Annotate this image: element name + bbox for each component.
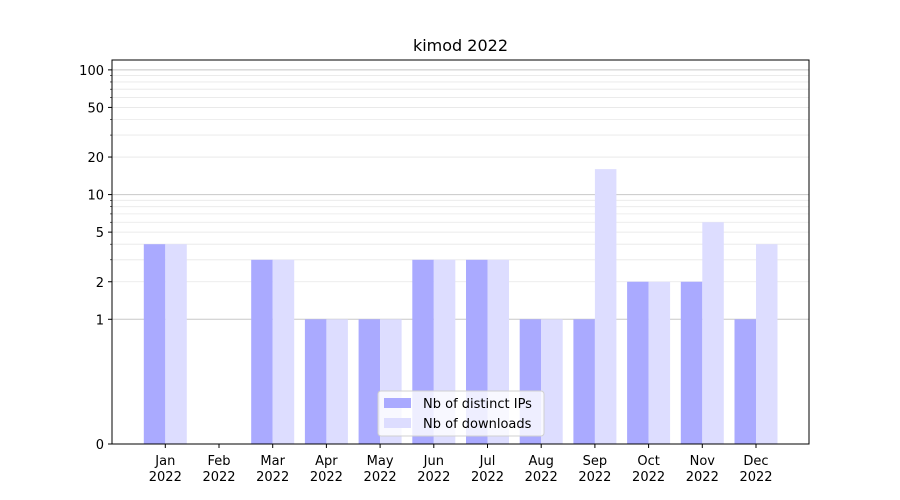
x-tick-label: Nov 2022 [686, 454, 719, 485]
bar-downloads [648, 281, 671, 444]
x-tick-label: Aug 2022 [525, 454, 558, 485]
x-tick-label: Jan 2022 [149, 454, 182, 485]
x-tick-label: Feb 2022 [202, 454, 235, 485]
legend-label: Nb of downloads [423, 417, 532, 432]
y-tick-label: 50 [87, 101, 104, 116]
x-tick-label: Jun 2022 [417, 454, 450, 485]
x-tick-label: Oct 2022 [632, 454, 665, 485]
x-tick-label: Jul 2022 [471, 454, 504, 485]
y-tick-label: 10 [87, 189, 104, 204]
x-tick-label: Apr 2022 [310, 454, 343, 485]
bar-distinct-ips [304, 319, 327, 444]
y-tick-label: 1 [96, 313, 104, 328]
bar-distinct-ips [680, 281, 703, 444]
y-tick-label: 0 [96, 438, 104, 453]
bar-distinct-ips [358, 319, 381, 444]
y-axis: 0 1 2 5 10 20 50 100 [79, 64, 112, 453]
bar-downloads [702, 222, 724, 444]
x-tick-label: May 2022 [364, 454, 397, 485]
x-axis: Jan 2022 Feb 2022 Mar 2022 Apr 2022 May 2022 Jun 20… [149, 444, 773, 485]
legend-swatch [384, 398, 411, 408]
chart-title: kimod 2022 [413, 36, 508, 55]
y-tick-label: 5 [96, 226, 104, 241]
y-tick-label: 2 [96, 276, 104, 291]
x-tick-label: Dec 2022 [739, 454, 772, 485]
legend: Nb of distinct IPs Nb of downloads [377, 390, 545, 437]
bar-distinct-ips [143, 244, 166, 444]
plot-area-frame [111, 59, 810, 445]
bar-downloads [756, 244, 778, 444]
legend-box [377, 390, 545, 437]
y-tick-label: 100 [79, 64, 104, 79]
bar-downloads [594, 169, 617, 444]
legend-swatch [384, 418, 411, 428]
y-tick-label: 20 [87, 151, 104, 166]
x-tick-label: Mar 2022 [256, 454, 289, 485]
bar-distinct-ips [627, 281, 649, 444]
bar-downloads [165, 244, 187, 444]
bar-distinct-ips [573, 319, 595, 444]
bar-downloads [272, 259, 295, 444]
bar-downloads [326, 319, 348, 444]
legend-label: Nb of distinct IPs [423, 397, 532, 412]
bar-downloads [541, 319, 563, 444]
bar-distinct-ips [251, 259, 273, 444]
bar-distinct-ips [734, 319, 756, 444]
x-tick-label: Sep 2022 [578, 454, 611, 485]
